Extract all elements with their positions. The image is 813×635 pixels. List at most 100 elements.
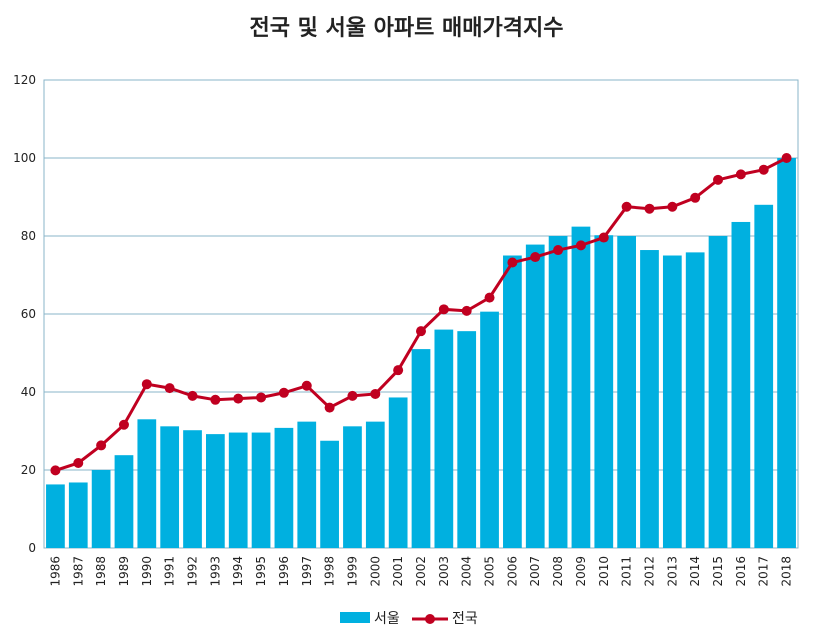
point-national xyxy=(438,304,449,315)
x-tick-label: 1994 xyxy=(231,556,245,587)
y-tick-label: 0 xyxy=(28,541,36,555)
bar-seoul xyxy=(777,158,796,548)
bar-seoul xyxy=(731,221,751,548)
bar-seoul xyxy=(594,235,614,548)
x-tick-label: 1987 xyxy=(71,556,85,587)
bar-seoul xyxy=(274,427,294,548)
bar-seoul xyxy=(228,432,248,548)
x-tick-label: 2009 xyxy=(574,556,588,587)
bar-seoul xyxy=(434,329,454,548)
x-tick-label: 2005 xyxy=(483,556,497,587)
point-national xyxy=(735,169,746,180)
point-national xyxy=(301,380,312,391)
x-tick-label: 2015 xyxy=(711,556,725,587)
point-national xyxy=(393,365,404,376)
point-national xyxy=(118,419,129,430)
bar-seoul xyxy=(571,226,591,548)
point-national xyxy=(667,201,678,212)
bar-seoul xyxy=(754,204,774,549)
x-tick-label: 1999 xyxy=(345,556,359,587)
bar-seoul xyxy=(46,484,65,548)
x-tick-label: 2018 xyxy=(780,556,794,587)
bar-seoul xyxy=(68,482,88,548)
bar-seoul xyxy=(160,426,180,548)
bar-seoul xyxy=(91,470,111,548)
x-tick-label: 1990 xyxy=(140,556,154,587)
point-national xyxy=(278,387,289,398)
x-tick-label: 2008 xyxy=(551,556,565,587)
bar-seoul xyxy=(617,236,637,548)
bar-seoul xyxy=(343,426,362,548)
x-tick-label: 1997 xyxy=(300,556,314,587)
point-national xyxy=(347,390,358,401)
x-tick-label: 1991 xyxy=(163,556,177,587)
y-tick-label: 80 xyxy=(21,229,36,243)
x-tick-label: 2013 xyxy=(665,556,679,587)
x-tick-label: 2003 xyxy=(437,556,451,587)
legend: 서울 전국 xyxy=(340,611,478,627)
point-national xyxy=(484,292,495,303)
y-tick-label: 120 xyxy=(13,73,36,87)
x-tick-label: 2000 xyxy=(368,556,382,587)
point-national xyxy=(530,252,541,263)
y-tick-label: 20 xyxy=(21,463,36,477)
point-national xyxy=(256,392,267,403)
point-national xyxy=(690,192,701,203)
point-national xyxy=(713,174,724,185)
bar-seoul xyxy=(320,440,339,548)
bar-seoul xyxy=(205,434,225,548)
point-national xyxy=(210,394,221,405)
point-national xyxy=(50,465,61,476)
point-national xyxy=(141,379,152,390)
point-national xyxy=(187,390,198,401)
bar-seoul xyxy=(548,236,568,548)
point-national xyxy=(73,457,84,468)
line-layer xyxy=(50,153,792,476)
bar-seoul xyxy=(388,397,408,548)
y-tick-label: 40 xyxy=(21,385,36,399)
point-national xyxy=(461,305,472,316)
bar-seoul xyxy=(183,430,202,548)
point-national xyxy=(598,232,609,243)
x-tick-label: 1993 xyxy=(208,556,222,587)
x-tick-label: 2012 xyxy=(642,556,656,587)
point-national xyxy=(507,257,518,268)
axis-layer: 0 20 40 60 80 100 120 1986 1987 1988 1989 1990 1991 1… xyxy=(13,73,793,587)
x-tick-label: 2010 xyxy=(597,556,611,587)
bar-seoul xyxy=(662,255,682,548)
y-tick-label: 60 xyxy=(21,307,36,321)
bar-seoul xyxy=(114,455,134,548)
x-tick-label: 2004 xyxy=(460,556,474,587)
x-tick-label: 2016 xyxy=(734,556,748,587)
bar-seoul xyxy=(480,311,499,548)
bar-seoul xyxy=(640,250,659,549)
legend-marker-national xyxy=(425,614,435,624)
legend-label-national: 전국 xyxy=(452,611,478,627)
point-national xyxy=(164,383,175,394)
x-tick-label: 1992 xyxy=(186,556,200,587)
point-national xyxy=(758,164,769,175)
x-tick-label: 2017 xyxy=(757,556,771,587)
point-national xyxy=(575,240,586,251)
point-national xyxy=(416,326,426,337)
chart-title: 전국 및 서울 아파트 매매가격지수 xyxy=(249,16,564,41)
x-tick-label: 2001 xyxy=(391,556,405,587)
x-tick-label: 1986 xyxy=(48,556,62,587)
x-tick-label: 1996 xyxy=(277,556,291,587)
x-tick-label: 2011 xyxy=(620,556,634,587)
point-national xyxy=(621,201,632,212)
y-tick-label: 100 xyxy=(13,151,36,165)
x-tick-label: 1995 xyxy=(254,556,268,587)
bar-seoul xyxy=(708,236,728,548)
bar-layer xyxy=(46,158,796,549)
bar-seoul xyxy=(365,421,385,548)
bar-seoul xyxy=(525,244,545,548)
x-tick-label: 1998 xyxy=(323,556,337,587)
bar-seoul xyxy=(685,252,705,548)
point-national xyxy=(324,402,335,413)
x-tick-label: 1989 xyxy=(117,556,131,587)
x-tick-label: 2006 xyxy=(505,556,519,587)
point-national xyxy=(553,245,564,256)
